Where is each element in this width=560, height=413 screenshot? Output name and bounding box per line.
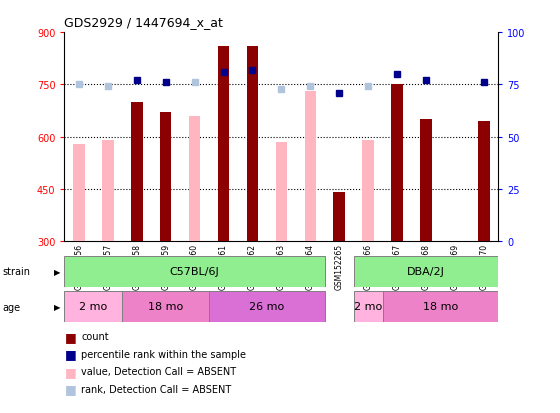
- Bar: [420, 120, 432, 242]
- Bar: [391, 85, 403, 242]
- Text: rank, Detection Call = ABSENT: rank, Detection Call = ABSENT: [81, 384, 231, 394]
- Bar: [64, 256, 325, 287]
- Text: ▶: ▶: [54, 302, 60, 311]
- Bar: [354, 256, 498, 287]
- Text: count: count: [81, 332, 109, 342]
- Text: ■: ■: [64, 330, 76, 343]
- Bar: [478, 122, 489, 242]
- Bar: [64, 291, 122, 322]
- Text: DBA/2J: DBA/2J: [407, 266, 445, 277]
- Bar: [102, 141, 114, 242]
- Bar: [305, 92, 316, 242]
- Bar: [160, 113, 171, 242]
- Text: ■: ■: [64, 382, 76, 395]
- Bar: [354, 291, 382, 322]
- Bar: [246, 47, 258, 242]
- Bar: [73, 144, 85, 242]
- Text: GDS2929 / 1447694_x_at: GDS2929 / 1447694_x_at: [64, 16, 223, 29]
- Bar: [276, 142, 287, 242]
- Text: 18 mo: 18 mo: [423, 301, 458, 312]
- Text: ■: ■: [64, 365, 76, 378]
- Text: 18 mo: 18 mo: [148, 301, 183, 312]
- Bar: [334, 193, 345, 242]
- Text: ▶: ▶: [54, 267, 60, 276]
- Text: percentile rank within the sample: percentile rank within the sample: [81, 349, 246, 359]
- Bar: [122, 291, 209, 322]
- Text: 2 mo: 2 mo: [354, 301, 382, 312]
- Text: strain: strain: [3, 267, 31, 277]
- Text: 2 mo: 2 mo: [79, 301, 108, 312]
- Text: C57BL/6J: C57BL/6J: [170, 266, 220, 277]
- Text: value, Detection Call = ABSENT: value, Detection Call = ABSENT: [81, 366, 236, 376]
- Bar: [131, 102, 142, 242]
- Bar: [218, 47, 230, 242]
- Bar: [362, 141, 374, 242]
- Bar: [382, 291, 498, 322]
- Bar: [189, 116, 200, 242]
- Bar: [209, 291, 325, 322]
- Text: 26 mo: 26 mo: [249, 301, 284, 312]
- Text: ■: ■: [64, 347, 76, 361]
- Text: age: age: [3, 302, 21, 312]
